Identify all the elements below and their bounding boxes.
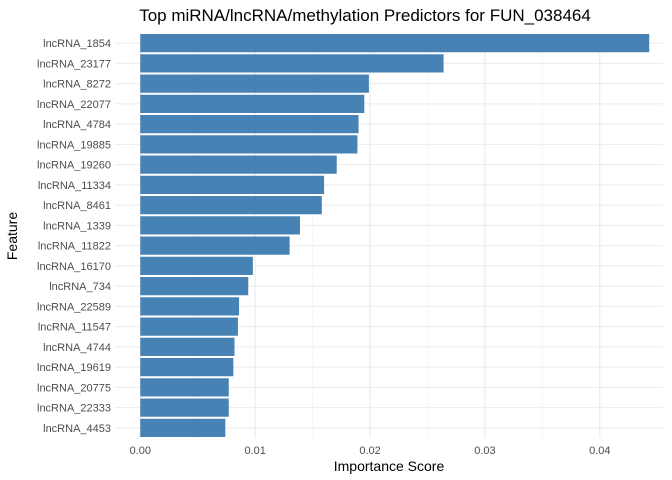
y-tick-label: lncRNA_11334: [38, 180, 111, 192]
y-tick-label: lncRNA_16170: [37, 261, 111, 273]
y-axis-title: Feature: [4, 212, 20, 260]
bars: [140, 34, 650, 437]
bar-lncRNA_19619: [140, 358, 234, 377]
bar-lncRNA_22333: [140, 398, 229, 417]
y-tick-label: lncRNA_19619: [37, 362, 111, 374]
bar-lncRNA_22077: [140, 94, 365, 113]
x-tick-label: 0.04: [589, 445, 610, 457]
bar-lncRNA_16170: [140, 256, 253, 275]
bar-lncRNA_19885: [140, 135, 358, 154]
bar-lncRNA_4784: [140, 115, 359, 134]
bar-lncRNA_4453: [140, 418, 226, 437]
y-tick-label: lncRNA_22333: [37, 403, 111, 415]
bar-lncRNA_1339: [140, 216, 300, 235]
y-tick-label: lncRNA_20775: [37, 382, 111, 394]
x-tick-labels: 0.00 0.01 0.02 0.03 0.04: [130, 445, 611, 457]
bar-lncRNA_19260: [140, 155, 337, 174]
y-tick-label: lncRNA_23177: [37, 58, 111, 70]
y-tick-label: lncRNA_1339: [43, 220, 111, 232]
chart-title: Top miRNA/lncRNA/methylation Predictors …: [139, 6, 591, 25]
y-tick-label: lncRNA_22589: [37, 301, 111, 313]
y-tick-label: lncRNA_4453: [43, 423, 111, 435]
x-tick-label: 0.01: [244, 445, 265, 457]
bar-lncRNA_8461: [140, 196, 322, 215]
x-axis-title: Importance Score: [334, 458, 445, 474]
x-tick-label: 0.00: [130, 445, 151, 457]
bar-lncRNA_734: [140, 277, 249, 296]
bar-lncRNA_11547: [140, 317, 238, 336]
x-tick-label: 0.03: [474, 445, 495, 457]
bar-lncRNA_1854: [140, 34, 650, 53]
bar-lncRNA_8272: [140, 74, 369, 93]
bar-lncRNA_11822: [140, 236, 290, 255]
y-tick-label: lncRNA_4784: [43, 119, 111, 131]
y-tick-labels: lncRNA_1854 lncRNA_23177 lncRNA_8272 lncRNA…: [37, 38, 111, 435]
x-tick-label: 0.02: [359, 445, 380, 457]
grid: [115, 33, 663, 438]
y-tick-label: lncRNA_734: [49, 281, 111, 293]
y-tick-label: lncRNA_8461: [43, 200, 111, 212]
y-tick-label: lncRNA_11822: [38, 241, 111, 253]
y-tick-label: lncRNA_19260: [37, 160, 111, 172]
bar-lncRNA_4744: [140, 337, 235, 356]
y-tick-label: lncRNA_22077: [37, 99, 111, 111]
bar-lncRNA_22589: [140, 297, 240, 316]
y-tick-label: lncRNA_19885: [37, 139, 111, 151]
y-tick-label: lncRNA_11547: [38, 322, 111, 334]
y-tick-label: lncRNA_4744: [43, 342, 111, 354]
y-tick-label: lncRNA_8272: [43, 79, 111, 91]
bar-lncRNA_11334: [140, 175, 325, 194]
y-tick-label: lncRNA_1854: [43, 38, 111, 50]
bar-lncRNA_23177: [140, 54, 444, 73]
bar-lncRNA_20775: [140, 378, 229, 397]
